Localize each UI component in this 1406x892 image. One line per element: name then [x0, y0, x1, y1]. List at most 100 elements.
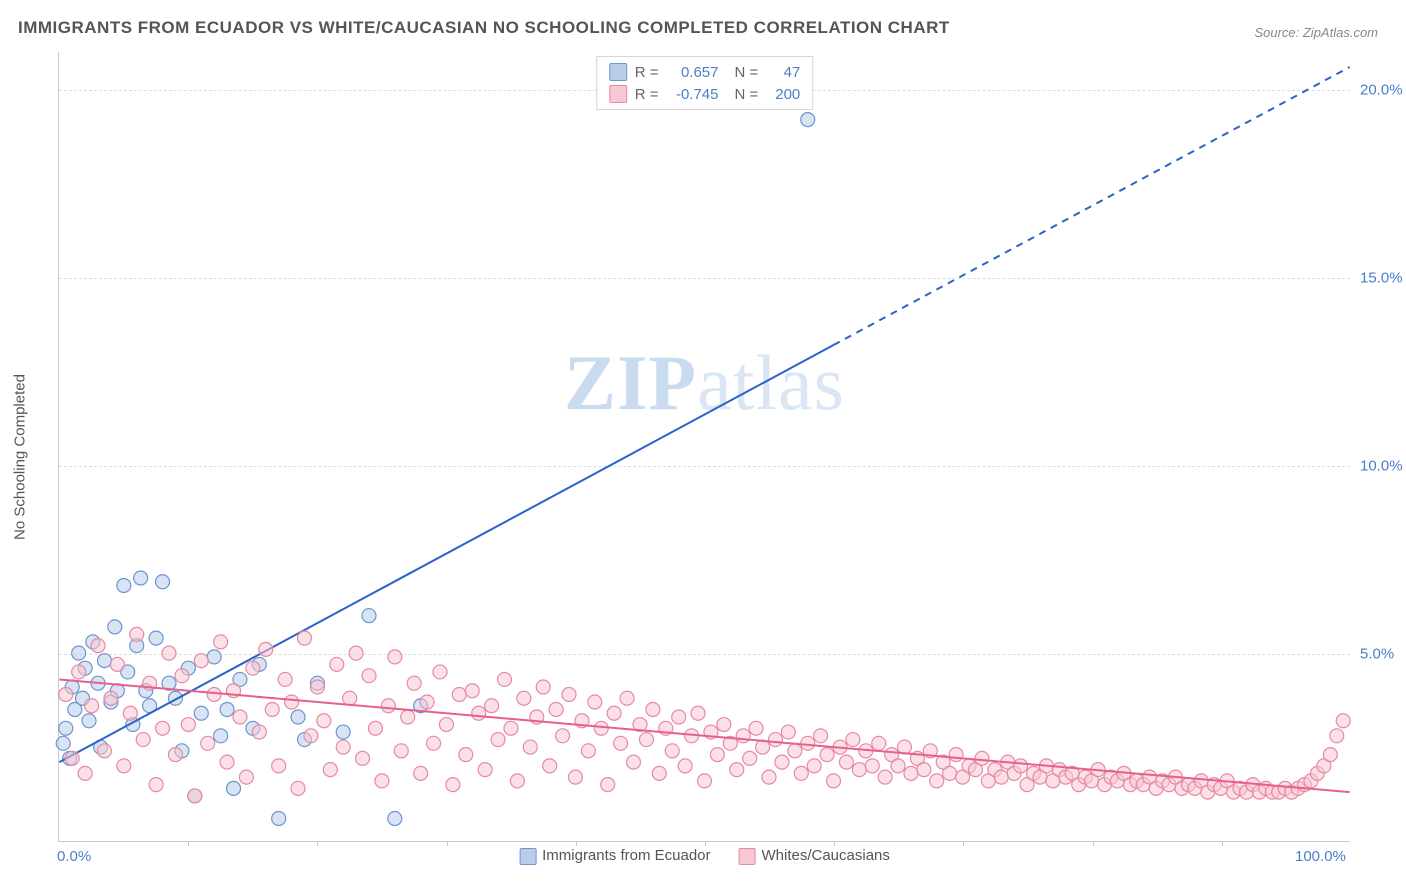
data-point	[872, 736, 886, 750]
y-axis-label: No Schooling Completed	[12, 374, 29, 540]
data-point	[717, 718, 731, 732]
data-point	[949, 748, 963, 762]
data-point	[59, 687, 73, 701]
data-point	[607, 706, 621, 720]
data-point	[807, 759, 821, 773]
data-point	[82, 714, 96, 728]
legend-r-value: 0.657	[667, 64, 719, 81]
data-point	[375, 774, 389, 788]
legend-row: R =0.657N =47	[609, 61, 801, 83]
data-point	[730, 763, 744, 777]
data-point	[768, 733, 782, 747]
legend-n-value: 200	[766, 86, 800, 103]
data-point	[523, 740, 537, 754]
data-point	[510, 774, 524, 788]
data-point	[117, 579, 131, 593]
data-point	[1330, 729, 1344, 743]
data-point	[56, 736, 70, 750]
plot-area: ZIPatlas R =0.657N =47R =-0.745N =200 Im…	[58, 52, 1350, 842]
data-point	[852, 763, 866, 777]
data-point	[691, 706, 705, 720]
data-point	[801, 113, 815, 127]
data-point	[278, 672, 292, 686]
data-point	[246, 661, 260, 675]
x-tick-label: 0.0%	[57, 848, 91, 865]
data-point	[420, 695, 434, 709]
data-point	[820, 748, 834, 762]
y-tick-label: 15.0%	[1360, 269, 1406, 286]
data-point	[865, 759, 879, 773]
data-point	[568, 770, 582, 784]
data-point	[839, 755, 853, 769]
data-point	[272, 811, 286, 825]
x-tick-label: 100.0%	[1295, 848, 1346, 865]
data-point	[943, 766, 957, 780]
data-point	[504, 721, 518, 735]
data-point	[846, 733, 860, 747]
data-point	[627, 755, 641, 769]
data-point	[265, 703, 279, 717]
data-point	[291, 781, 305, 795]
legend-n-label: N =	[735, 86, 759, 103]
data-point	[168, 748, 182, 762]
data-point	[1323, 748, 1337, 762]
y-tick-label: 5.0%	[1360, 645, 1406, 662]
data-point	[156, 721, 170, 735]
legend-swatch	[609, 63, 627, 81]
data-point	[904, 766, 918, 780]
data-point	[149, 778, 163, 792]
data-point	[646, 703, 660, 717]
data-point	[91, 639, 105, 653]
legend-r-label: R =	[635, 86, 659, 103]
data-point	[601, 778, 615, 792]
data-point	[97, 744, 111, 758]
data-point	[214, 729, 228, 743]
data-point	[749, 721, 763, 735]
data-point	[459, 748, 473, 762]
data-point	[272, 759, 286, 773]
data-point	[136, 733, 150, 747]
data-point	[108, 620, 122, 634]
data-point	[233, 710, 247, 724]
data-point	[194, 706, 208, 720]
data-point	[310, 680, 324, 694]
scatter-svg	[59, 52, 1350, 841]
data-point	[162, 646, 176, 660]
x-tick-mark	[1093, 841, 1094, 846]
data-point	[472, 706, 486, 720]
data-point	[917, 763, 931, 777]
x-tick-mark	[834, 841, 835, 846]
legend-label: Immigrants from Ecuador	[542, 847, 710, 864]
data-point	[549, 703, 563, 717]
data-point	[794, 766, 808, 780]
data-point	[123, 706, 137, 720]
legend-r-label: R =	[635, 64, 659, 81]
data-point	[620, 691, 634, 705]
data-point	[581, 744, 595, 758]
legend-correlation: R =0.657N =47R =-0.745N =200	[596, 56, 814, 110]
data-point	[110, 657, 124, 671]
data-point	[446, 778, 460, 792]
data-point	[220, 703, 234, 717]
chart-title: IMMIGRANTS FROM ECUADOR VS WHITE/CAUCASI…	[18, 18, 950, 38]
data-point	[65, 751, 79, 765]
data-point	[220, 755, 234, 769]
data-point	[930, 774, 944, 788]
legend-item: Whites/Caucasians	[739, 847, 890, 865]
data-point	[652, 766, 666, 780]
data-point	[710, 748, 724, 762]
data-point	[556, 729, 570, 743]
data-point	[639, 733, 653, 747]
data-point	[59, 721, 73, 735]
data-point	[439, 718, 453, 732]
data-point	[788, 744, 802, 758]
data-point	[1336, 714, 1350, 728]
data-point	[239, 770, 253, 784]
data-point	[1014, 759, 1028, 773]
x-tick-mark	[705, 841, 706, 846]
data-point	[227, 781, 241, 795]
data-point	[665, 744, 679, 758]
data-point	[97, 654, 111, 668]
data-point	[401, 710, 415, 724]
data-point	[317, 714, 331, 728]
